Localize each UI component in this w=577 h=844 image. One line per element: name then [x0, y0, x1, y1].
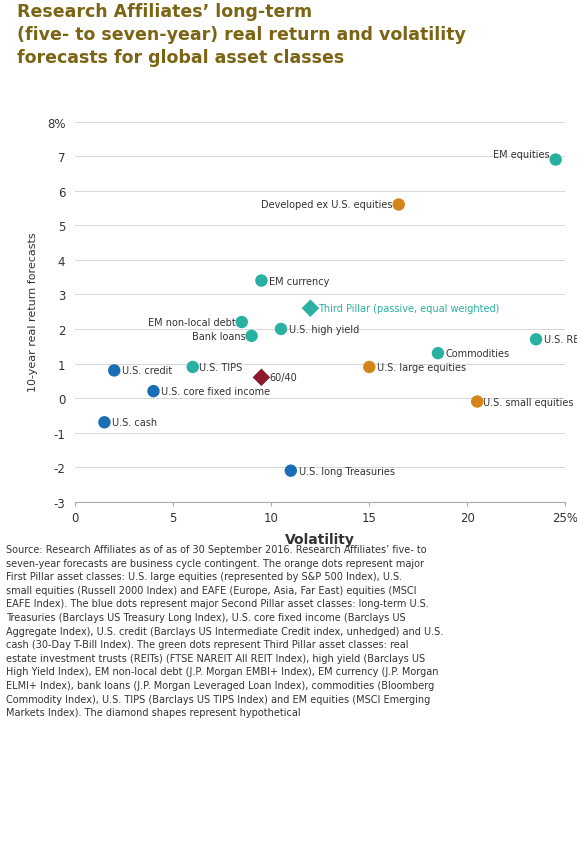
- Text: Commodities: Commodities: [446, 349, 510, 359]
- Point: [531, 333, 541, 347]
- Point: [188, 360, 197, 374]
- Point: [433, 347, 443, 360]
- Point: [365, 360, 374, 374]
- Text: U.S. small equities: U.S. small equities: [483, 397, 574, 407]
- Point: [257, 274, 266, 288]
- Point: [394, 198, 403, 212]
- Point: [237, 316, 246, 329]
- Point: [473, 395, 482, 408]
- Point: [149, 385, 158, 398]
- Text: Bank loans: Bank loans: [192, 332, 246, 342]
- Text: U.S. TIPS: U.S. TIPS: [198, 363, 242, 372]
- Text: U.S. core fixed income: U.S. core fixed income: [162, 387, 271, 397]
- Point: [551, 154, 560, 167]
- Text: U.S. cash: U.S. cash: [113, 418, 158, 428]
- X-axis label: Volatility: Volatility: [285, 533, 355, 546]
- Y-axis label: 10-year real return forecasts: 10-year real return forecasts: [28, 233, 39, 392]
- Text: Developed ex U.S. equities: Developed ex U.S. equities: [261, 200, 393, 210]
- Text: U.S. large equities: U.S. large equities: [377, 363, 466, 372]
- Text: Research Affiliates’ long-term
(five- to seven-year) real return and volatility
: Research Affiliates’ long-term (five- to…: [17, 3, 466, 68]
- Point: [286, 464, 295, 478]
- Text: EM currency: EM currency: [269, 276, 329, 286]
- Point: [276, 322, 286, 336]
- Text: EM equities: EM equities: [493, 150, 550, 160]
- Text: Source: Research Affiliates as of as of 30 September 2016. Research Affiliates’ : Source: Research Affiliates as of as of …: [6, 544, 443, 717]
- Point: [306, 302, 315, 316]
- Text: Third Pillar (passive, equal weighted): Third Pillar (passive, equal weighted): [319, 304, 500, 314]
- Point: [247, 330, 256, 344]
- Point: [257, 371, 266, 385]
- Text: U.S. long Treasuries: U.S. long Treasuries: [299, 466, 395, 476]
- Text: U.S. REITs: U.S. REITs: [544, 335, 577, 345]
- Text: U.S. high yield: U.S. high yield: [289, 325, 359, 334]
- Text: EM non-local debt: EM non-local debt: [148, 317, 236, 327]
- Text: U.S. credit: U.S. credit: [122, 366, 173, 376]
- Point: [110, 365, 119, 378]
- Text: 60/40: 60/40: [269, 373, 297, 383]
- Point: [100, 416, 109, 430]
